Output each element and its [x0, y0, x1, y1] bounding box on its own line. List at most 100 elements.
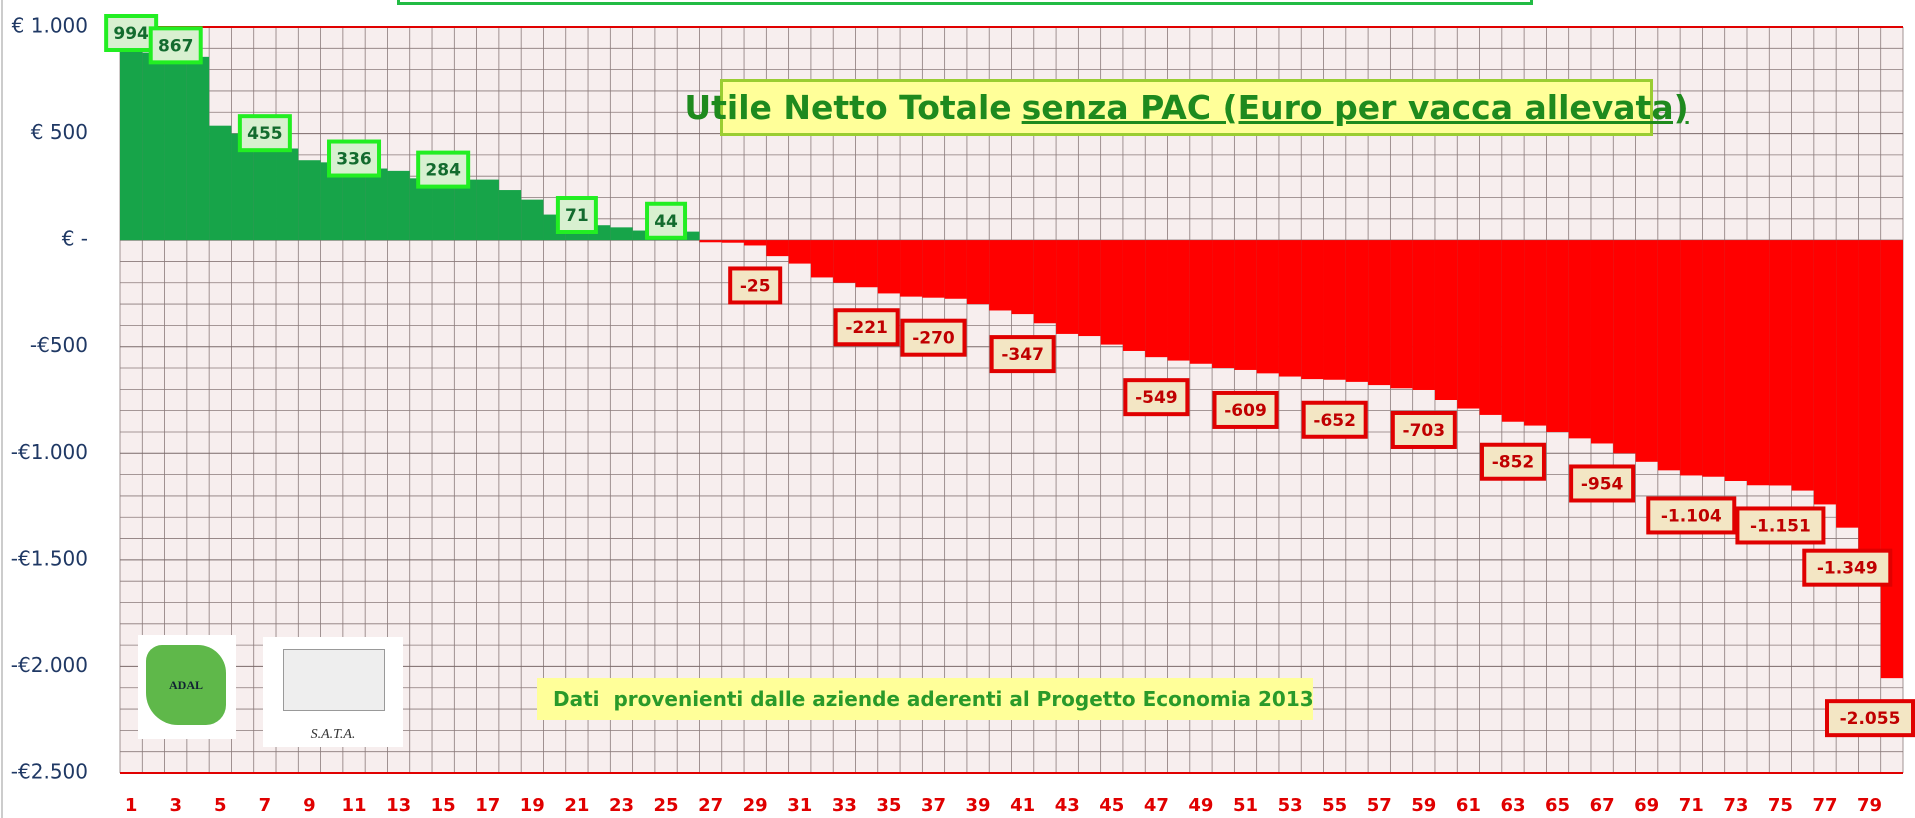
- bar: [632, 230, 655, 241]
- x-tick-label: 71: [1679, 795, 1704, 816]
- x-tick-label: 63: [1500, 795, 1525, 816]
- bar: [1412, 240, 1435, 390]
- bar: [1501, 240, 1525, 422]
- bar: [1613, 240, 1636, 454]
- x-tick-label: 47: [1144, 795, 1169, 816]
- data-label-text: -549: [1135, 388, 1178, 408]
- bar: [1724, 240, 1747, 481]
- bar: [922, 240, 945, 298]
- data-label-box: [148, 26, 203, 65]
- bar: [1278, 240, 1302, 377]
- bar: [966, 240, 990, 305]
- bar: [409, 178, 433, 241]
- data-label-box: [645, 201, 688, 240]
- bar: [1546, 240, 1569, 432]
- bar: [1033, 240, 1057, 324]
- y-tick-label: -€500: [30, 333, 88, 357]
- bar: [231, 133, 254, 241]
- bar: [1390, 240, 1413, 389]
- data-label: -270: [900, 318, 967, 357]
- bar: [209, 125, 232, 241]
- bar: [721, 240, 745, 243]
- data-label: 44: [645, 201, 688, 240]
- bar: [944, 240, 967, 299]
- bar: [855, 240, 878, 288]
- data-label-text: -703: [1403, 421, 1446, 441]
- y-tick-label: -€2.500: [11, 760, 88, 784]
- data-label: -1.151: [1735, 506, 1826, 545]
- data-label-box: [555, 196, 598, 235]
- bar: [521, 199, 544, 241]
- bar: [1056, 240, 1079, 334]
- bar: [342, 168, 366, 241]
- x-tick-label: 49: [1188, 795, 1213, 816]
- bar: [186, 56, 210, 241]
- data-label-text: 71: [565, 206, 589, 226]
- bar: [1434, 240, 1458, 400]
- data-label-text: -1.104: [1661, 506, 1722, 526]
- x-tick-label: 39: [966, 795, 991, 816]
- chart-title: Utile Netto Totale: [684, 88, 1012, 127]
- bar: [498, 190, 522, 241]
- data-label: -549: [1123, 378, 1190, 417]
- bar: [699, 240, 722, 243]
- y-tick-label: € -: [62, 227, 88, 251]
- x-tick-label: 35: [876, 795, 901, 816]
- x-tick-label: 27: [698, 795, 723, 816]
- bar: [877, 240, 901, 294]
- y-tick-label: -€1.500: [11, 546, 88, 570]
- bar: [476, 179, 499, 241]
- x-tick-label: 13: [386, 795, 411, 816]
- x-tick-label: 79: [1857, 795, 1882, 816]
- bar: [298, 160, 321, 241]
- bar: [1345, 240, 1369, 382]
- bar: [1813, 240, 1837, 505]
- data-label: -2.055: [1825, 699, 1915, 738]
- bar: [1657, 240, 1681, 471]
- data-label: 867: [148, 26, 203, 65]
- chart-title-underlined: senza PAC (Euro per vacca allevata): [1021, 88, 1689, 127]
- logo-adal: ADAL: [138, 635, 236, 739]
- bar: [1858, 240, 1881, 580]
- data-label-box: [237, 114, 292, 153]
- data-label-text: -2.055: [1840, 709, 1901, 729]
- data-label-box: [1569, 464, 1636, 503]
- data-label-box: [327, 139, 382, 178]
- bar: [1167, 240, 1190, 361]
- x-tick-label: 21: [564, 795, 589, 816]
- data-label: -25: [728, 266, 783, 305]
- x-tick-label: 45: [1099, 795, 1124, 816]
- annotation: Dati provenienti dalle aziende aderenti …: [537, 678, 1314, 720]
- bar: [1457, 240, 1480, 409]
- data-label-box: [1646, 496, 1737, 535]
- bar: [1702, 240, 1725, 477]
- bar: [142, 52, 165, 241]
- data-label: -221: [833, 308, 900, 347]
- data-label-text: -609: [1224, 401, 1267, 421]
- bar: [1122, 240, 1146, 351]
- x-tick-label: 57: [1367, 795, 1392, 816]
- bar: [1100, 240, 1123, 345]
- bar: [810, 240, 834, 278]
- bar: [1189, 240, 1213, 364]
- bar: [1680, 240, 1703, 476]
- bar: [989, 240, 1012, 311]
- data-label-text: -270: [912, 329, 955, 349]
- x-tick-label: 41: [1010, 795, 1035, 816]
- y-tick-label: -€1.000: [11, 440, 88, 464]
- chart-title-box: Utile Netto Totale senza PAC (Euro per va…: [684, 79, 1689, 136]
- bar: [1479, 240, 1502, 415]
- data-label: 336: [327, 139, 382, 178]
- x-tick-label: 5: [214, 795, 227, 816]
- x-tick-label: 19: [520, 795, 545, 816]
- bar: [1524, 240, 1547, 426]
- y-tick-label: € 1.000: [12, 14, 88, 38]
- bar: [1568, 240, 1591, 439]
- bar: [788, 240, 811, 264]
- bar: [1769, 240, 1792, 486]
- bar: [1746, 240, 1770, 486]
- data-label: -652: [1301, 400, 1368, 439]
- bar: [164, 55, 187, 241]
- x-tick-label: 77: [1812, 795, 1837, 816]
